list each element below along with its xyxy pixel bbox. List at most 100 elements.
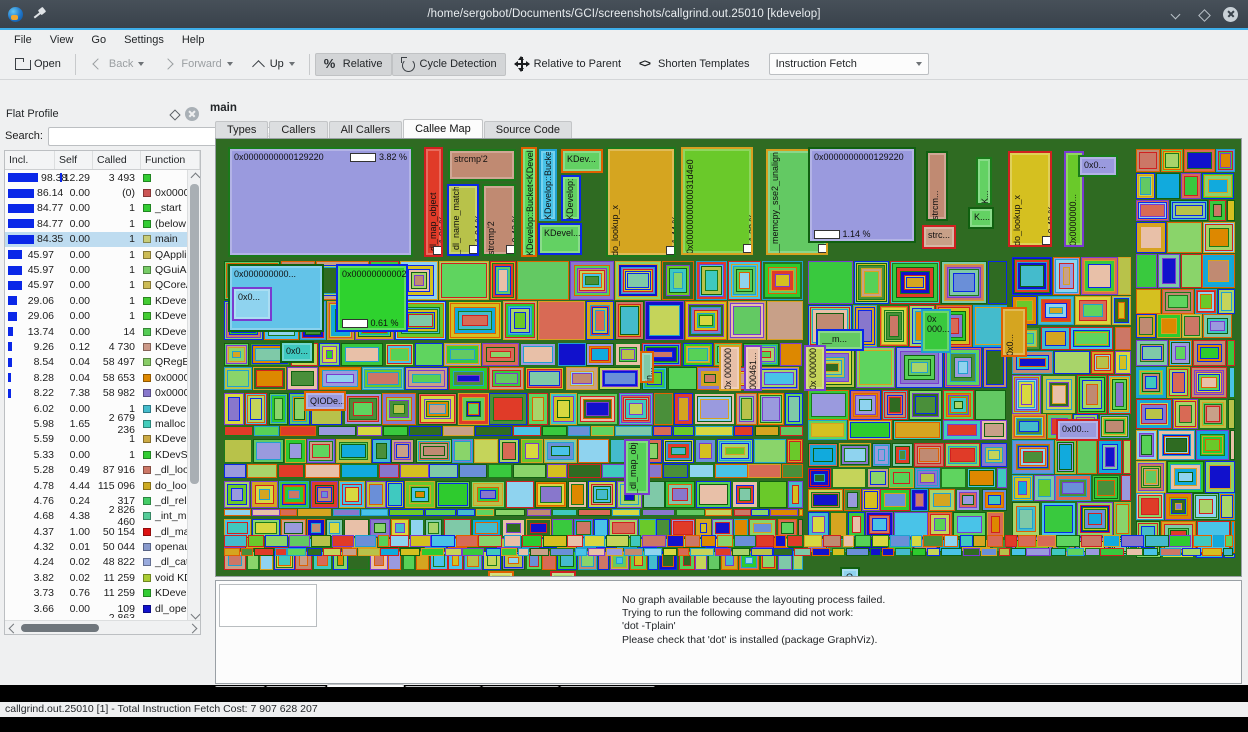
treemap-cell[interactable]: [912, 548, 926, 556]
treemap-cell-labeled[interactable]: in...: [640, 351, 654, 383]
treemap-cell[interactable]: [289, 535, 310, 547]
treemap-cell-labeled[interactable]: 0x 000000...: [804, 345, 826, 391]
treemap-cell[interactable]: [715, 522, 730, 534]
treemap-cell[interactable]: [255, 522, 277, 534]
treemap-cell[interactable]: [1086, 384, 1098, 405]
treemap-cell[interactable]: [612, 522, 635, 534]
treemap-cell[interactable]: [678, 397, 689, 421]
treemap-cell-labeled[interactable]: strcmp'2 0.43 %: [482, 184, 516, 256]
treemap-cell[interactable]: [326, 350, 333, 359]
treemap-cell[interactable]: [954, 401, 963, 409]
back-chevron-down-icon[interactable]: [138, 62, 145, 66]
treemap-cell[interactable]: [941, 468, 966, 488]
treemap-cell[interactable]: [415, 343, 443, 366]
treemap-cell[interactable]: [390, 348, 409, 361]
treemap-cell[interactable]: [685, 535, 700, 547]
treemap-cell[interactable]: [864, 271, 879, 294]
treemap-cell[interactable]: [224, 426, 253, 436]
treemap-cell[interactable]: [1230, 430, 1235, 460]
treemap-cell[interactable]: [855, 535, 871, 547]
treemap-cell[interactable]: [753, 523, 772, 533]
treemap-cell[interactable]: [275, 548, 287, 556]
table-row[interactable]: 13.740.0014KDevelop::: [5, 324, 200, 339]
table-row[interactable]: 4.78 4.44 115 096 do_lookup: [5, 478, 200, 493]
treemap-cell[interactable]: [333, 509, 360, 516]
treemap-cell[interactable]: [1145, 470, 1157, 484]
treemap-cell[interactable]: [591, 426, 614, 436]
treemap-cell[interactable]: [957, 516, 982, 533]
treemap-cell[interactable]: [369, 484, 383, 505]
treemap-cell[interactable]: [428, 522, 439, 534]
treemap-cell[interactable]: [1088, 513, 1102, 525]
treemap-cell[interactable]: [1037, 535, 1056, 547]
treemap-cell[interactable]: [456, 535, 478, 547]
treemap-cell[interactable]: [906, 277, 924, 288]
treemap-cell[interactable]: [630, 535, 641, 547]
treemap-cell[interactable]: [374, 523, 386, 533]
table-row[interactable]: 4.684.382 826 460_int_malloc: [5, 504, 200, 528]
treemap-cell[interactable]: [781, 522, 794, 534]
treemap-cell[interactable]: [1175, 503, 1182, 510]
horizontal-scroll-thumb[interactable]: [21, 624, 99, 632]
treemap-cell[interactable]: [332, 535, 354, 547]
treemap-cell[interactable]: [734, 535, 756, 547]
treemap-cell-labeled[interactable]: K...: [976, 157, 992, 205]
treemap-cell[interactable]: [224, 509, 251, 516]
treemap-cell[interactable]: [1105, 447, 1115, 467]
treemap-cell[interactable]: [1083, 304, 1103, 317]
treemap-cell[interactable]: [653, 426, 672, 436]
treemap-cell[interactable]: [739, 272, 750, 289]
treemap-cell[interactable]: [770, 509, 798, 516]
treemap-cell-labeled[interactable]: do_lookup_x 1.44 %: [606, 147, 676, 257]
treemap-cell[interactable]: [517, 261, 569, 300]
treemap-cell[interactable]: [585, 276, 599, 285]
treemap-cell[interactable]: [668, 367, 697, 390]
table-row[interactable]: 4.32 0.01 50 044 openaux: [5, 539, 200, 554]
minimize-button[interactable]: [1171, 8, 1184, 21]
treemap-cell[interactable]: [1019, 358, 1046, 367]
treemap-cell[interactable]: [1225, 535, 1233, 547]
treemap-cell[interactable]: [487, 555, 497, 566]
table-row[interactable]: 84.35 0.00 1 main: [5, 231, 200, 247]
treemap-cell[interactable]: [568, 426, 590, 436]
treemap-cell[interactable]: [254, 548, 274, 556]
treemap-cell-labeled[interactable]: 000461...: [744, 345, 762, 391]
treemap-cell[interactable]: [1045, 331, 1066, 346]
treemap-cell[interactable]: [1178, 472, 1193, 482]
table-row[interactable]: 84.770.001(below mai: [5, 216, 200, 231]
treemap-cell[interactable]: [1097, 480, 1115, 496]
treemap-cell[interactable]: [1220, 153, 1231, 168]
treemap-cell-labeled[interactable]: 0x0...: [232, 287, 272, 321]
treemap-cell[interactable]: [919, 448, 939, 462]
treemap-cell[interactable]: [224, 439, 252, 463]
treemap-cell[interactable]: [513, 464, 546, 478]
treemap-cell[interactable]: [280, 509, 297, 516]
treemap-cell[interactable]: [414, 275, 424, 286]
treemap-cell[interactable]: [1105, 420, 1124, 433]
treemap-cell[interactable]: [345, 347, 379, 362]
treemap-cell[interactable]: [606, 548, 623, 556]
treemap-cell[interactable]: [787, 535, 803, 547]
treemap-cell[interactable]: [311, 535, 331, 547]
treemap-cell[interactable]: [445, 548, 462, 556]
menu-view[interactable]: View: [49, 33, 74, 46]
treemap-cell[interactable]: [1142, 346, 1162, 360]
relative-toggle[interactable]: % Relative: [314, 52, 392, 76]
treemap-cell[interactable]: [1088, 264, 1111, 288]
treemap-cell[interactable]: [388, 483, 402, 506]
treemap-cell[interactable]: [501, 548, 517, 556]
treemap-cell[interactable]: [421, 548, 444, 556]
treemap-cell[interactable]: [663, 548, 677, 556]
treemap-cell[interactable]: [1020, 265, 1044, 287]
treemap-cell[interactable]: [699, 315, 713, 326]
back-button[interactable]: Back: [81, 53, 153, 76]
treemap-cell[interactable]: [551, 446, 570, 456]
treemap-cell[interactable]: [1205, 439, 1220, 451]
treemap-cell[interactable]: [410, 535, 431, 547]
treemap-cell[interactable]: [673, 272, 683, 289]
treemap-cell[interactable]: [572, 373, 592, 384]
treemap-cell[interactable]: [756, 535, 774, 547]
treemap-cell[interactable]: [911, 362, 928, 373]
